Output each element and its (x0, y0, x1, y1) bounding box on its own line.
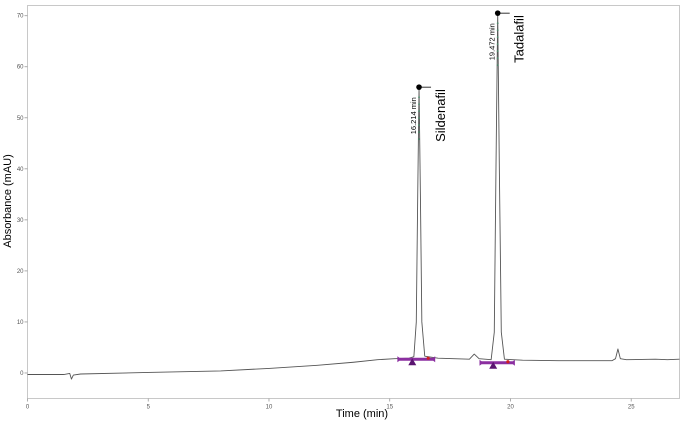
peak-1-retention-time: 16.214 min (409, 97, 418, 134)
peak-2-retention-time: 19.472 min (488, 23, 497, 60)
x-tick-label: 0 (26, 405, 30, 411)
peak-1-peak-dot (418, 96, 420, 99)
peak-2-peak-dot (496, 22, 499, 25)
y-tick-label: 60 (17, 65, 24, 71)
y-tick-label: 30 (17, 218, 24, 224)
peak-1-peak-dot (418, 110, 420, 113)
peak-2-compound-name: Tadalafil (512, 15, 527, 63)
x-tick-label: 15 (386, 405, 393, 411)
peak-1-peak-dot (418, 103, 420, 106)
x-tick-label: 10 (266, 405, 273, 411)
peak-2-end-dot (506, 360, 510, 364)
peak-1-peak-dot (418, 124, 420, 127)
chromatogram-trace (27, 12, 680, 380)
x-tick-label: 25 (628, 405, 635, 411)
y-tick-label: 70 (17, 14, 24, 20)
y-axis-title: Absorbance (mAU) (2, 154, 14, 248)
x-tick-label: 5 (147, 405, 151, 411)
peak-1-peak-dot (418, 138, 420, 141)
plot-frame (27, 5, 680, 399)
peak-1-peak-dot (418, 117, 420, 120)
peak-1-baseline-start-marker (397, 356, 402, 363)
peak-1-compound-name: Sildenafil (433, 89, 448, 142)
peak-1-baseline-end-marker (431, 356, 436, 363)
peak-2-peak-dot (496, 50, 499, 53)
peak-2-baseline-end-marker (510, 359, 515, 366)
peak-2-peak-dot (496, 43, 499, 46)
y-tick-label: 0 (20, 371, 24, 377)
peak-2-drop-marker (489, 361, 498, 369)
y-tick-label: 40 (17, 167, 24, 173)
x-tick-label: 20 (507, 405, 514, 411)
peak-1-peak-dot (418, 131, 420, 134)
peak-2-peak-dot (496, 57, 499, 60)
y-tick-label: 20 (17, 269, 24, 275)
y-tick-label: 10 (17, 320, 24, 326)
peak-2-baseline-start-marker (479, 359, 484, 366)
peak-1-end-dot (426, 356, 430, 360)
peak-2-peak-dot (496, 29, 499, 32)
peak-2-peak-dot (496, 36, 499, 39)
x-axis-title: Time (min) (336, 408, 388, 420)
y-tick-label: 50 (17, 116, 24, 122)
peak-1-drop-marker (408, 358, 417, 366)
peak-2-peak-dot (496, 64, 499, 67)
